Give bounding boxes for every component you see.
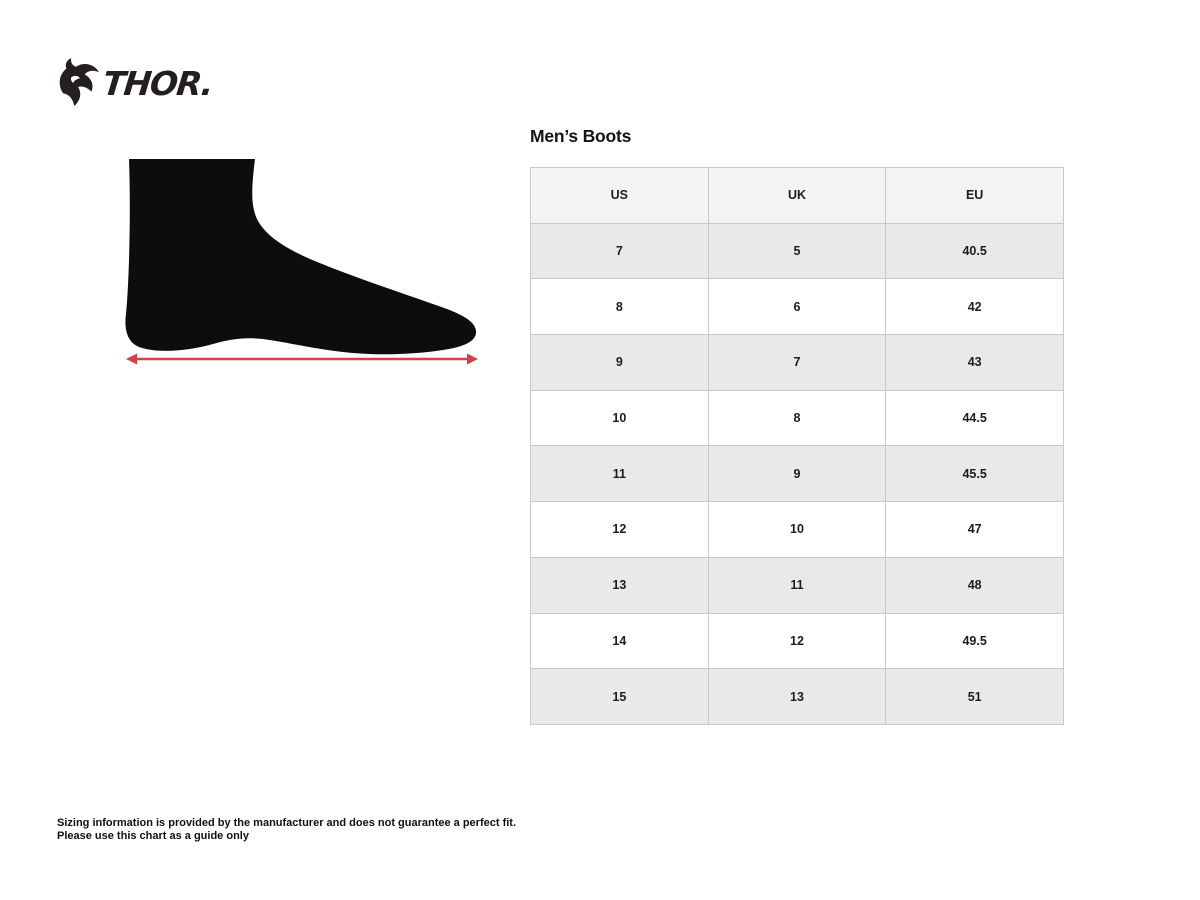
cell-uk: 5 [707,222,887,280]
cell-us: 11 [530,445,709,503]
cell-us: 8 [530,278,709,336]
cell-uk: 8 [707,389,887,447]
cell-eu: 48 [885,556,1064,614]
cell-uk: 12 [707,612,887,670]
size-chart: US UK EU 7 5 40.5 8 6 42 9 7 43 10 [530,167,1064,725]
table-row: 15 13 51 [530,668,1064,725]
cell-eu: 45.5 [885,445,1064,503]
cell-eu: 42 [885,278,1064,336]
cell-us: 7 [530,222,709,280]
cell-eu: 49.5 [885,612,1064,670]
cell-eu: 40.5 [885,222,1064,280]
page-title: Men’s Boots [530,126,632,146]
cell-uk: 6 [707,278,887,336]
cell-uk: 7 [707,334,887,391]
thor-logo-wordmark: THOR. [100,63,215,103]
foot-silhouette-icon [125,159,477,355]
table-row: 10 8 44.5 [530,389,1064,447]
cell-eu: 47 [885,501,1064,558]
table-row: 9 7 43 [530,334,1064,391]
cell-us: 9 [530,334,709,391]
cell-us: 14 [530,612,709,670]
table-row: 14 12 49.5 [530,612,1064,670]
cell-uk: 10 [707,501,887,558]
table-row: 7 5 40.5 [530,222,1064,280]
cell-us: 10 [530,389,709,447]
cell-uk: 9 [707,445,887,503]
disclaimer: Sizing information is provided by the ma… [57,817,516,843]
disclaimer-line-2: Please use this chart as a guide only [57,830,249,842]
thor-logo: THOR. [55,57,215,109]
disclaimer-line-1: Sizing information is provided by the ma… [57,817,517,829]
foot-length-arrow-icon [126,353,478,365]
size-table: US UK EU 7 5 40.5 8 6 42 9 7 43 10 [530,167,1064,725]
column-header-uk: UK [707,167,887,224]
cell-uk: 11 [707,556,887,614]
column-header-us: US [530,167,709,224]
size-table-header-row: US UK EU [530,167,1064,224]
thor-goat-icon [55,58,101,108]
column-header-eu: EU [885,167,1064,224]
cell-us: 13 [530,556,709,614]
table-row: 13 11 48 [530,556,1064,614]
cell-eu: 43 [885,334,1064,391]
cell-eu: 44.5 [885,389,1064,447]
cell-us: 12 [530,501,709,558]
cell-eu: 51 [885,668,1064,725]
cell-us: 15 [530,668,709,725]
cell-uk: 13 [707,668,887,725]
foot-measurement-figure [123,157,481,369]
table-row: 11 9 45.5 [530,445,1064,503]
table-row: 8 6 42 [530,278,1064,336]
table-row: 12 10 47 [530,501,1064,558]
